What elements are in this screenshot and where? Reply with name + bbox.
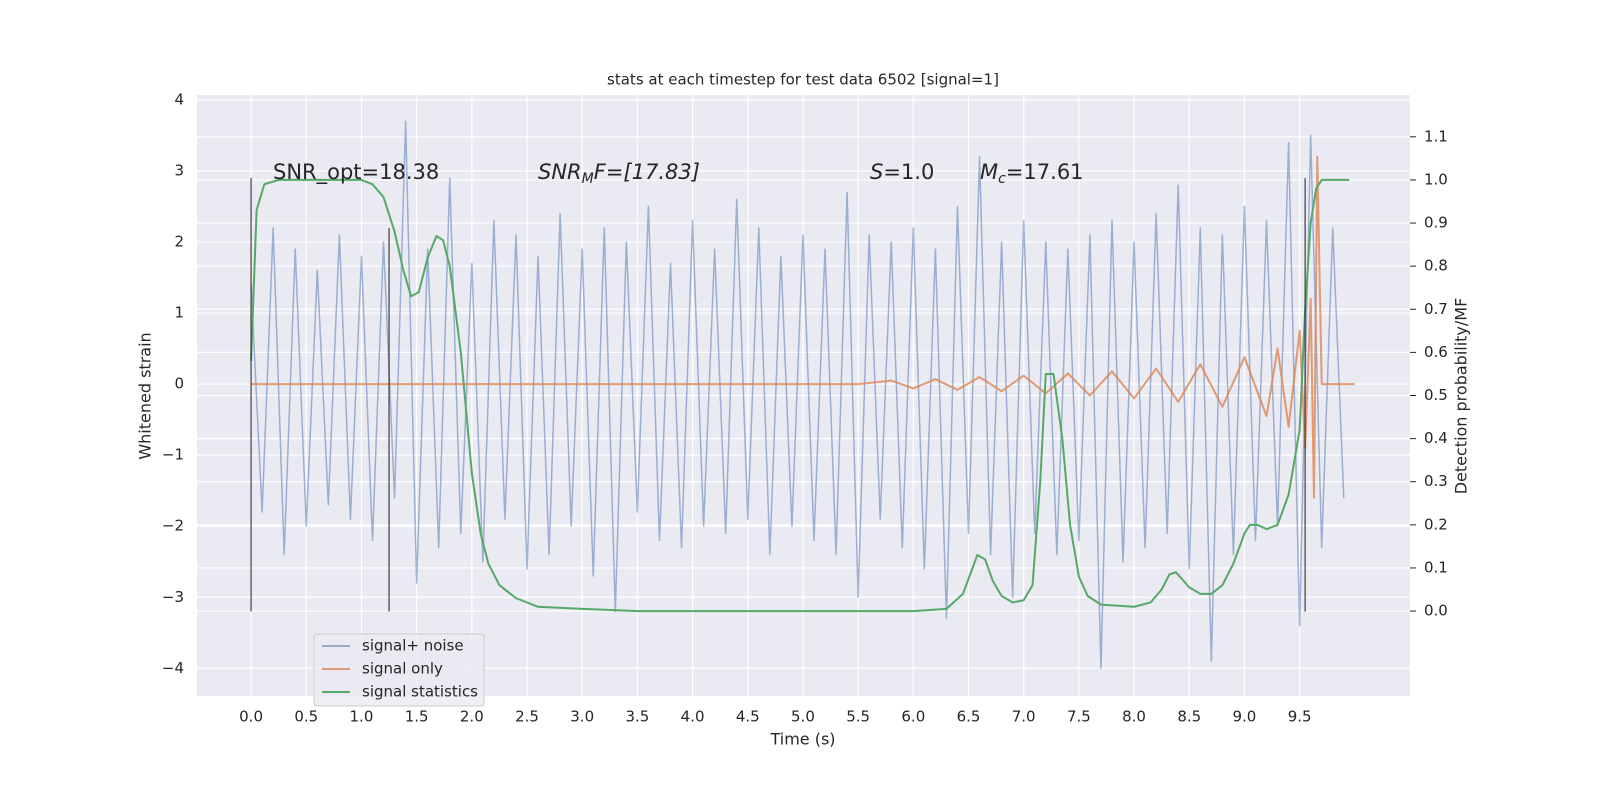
series-line — [251, 155, 1355, 499]
x-tick-label: 8.0 — [1122, 708, 1146, 726]
y-tick-label: 1 — [174, 304, 184, 322]
legend-label: signal+ noise — [362, 637, 464, 655]
annotation: S=1.0 — [870, 160, 934, 184]
y2-tick-label: 0.3 — [1424, 472, 1448, 490]
x-tick-label: 0.0 — [239, 708, 263, 726]
x-tick-label: 9.0 — [1233, 708, 1257, 726]
annotation-text: =1.0 — [883, 160, 934, 184]
x-tick-label: 2.5 — [515, 708, 539, 726]
y2-tick-label: 0.7 — [1424, 300, 1448, 318]
annotation: Mc=17.61 — [980, 160, 1084, 187]
x-tick-label: 5.5 — [846, 708, 870, 726]
y2-tick-label: 0.5 — [1424, 386, 1448, 404]
y2-tick-label: 0.0 — [1424, 602, 1448, 620]
y-tick-label: 0 — [174, 375, 184, 393]
y2-tick-label: 0.6 — [1424, 343, 1448, 361]
annotation-text: =17.61 — [1006, 160, 1084, 184]
chart-title: stats at each timestep for test data 650… — [607, 71, 999, 89]
x-tick-label: 7.5 — [1067, 708, 1091, 726]
y2-tick-label: 1.0 — [1424, 170, 1448, 188]
x-tick-label: 6.0 — [901, 708, 925, 726]
annotation-text: SNR_opt=18.38 — [273, 160, 439, 185]
annotation-text: S — [870, 160, 883, 184]
y2-tick-label: 1.1 — [1424, 127, 1448, 145]
x-tick-label: 3.5 — [625, 708, 649, 726]
y-axis-label: Whitened strain — [136, 332, 155, 459]
x-tick-label: 8.5 — [1177, 708, 1201, 726]
x-tick-label: 7.0 — [1012, 708, 1036, 726]
x-tick-label: 5.0 — [791, 708, 815, 726]
annotation-text: M — [980, 160, 998, 184]
legend: signal+ noise signal only signal statistic… — [313, 633, 485, 707]
y2-tick-label: 0.2 — [1424, 515, 1448, 533]
y-tick-label: −3 — [162, 588, 184, 606]
y-tick-label: −4 — [162, 659, 184, 677]
x-tick-label: 4.5 — [736, 708, 760, 726]
x-tick-label: 3.0 — [570, 708, 594, 726]
annotation-sub: c — [998, 171, 1006, 187]
y2-tick-label: 0.4 — [1424, 429, 1448, 447]
legend-label: signal statistics — [362, 683, 478, 701]
x-tick-label: 2.0 — [460, 708, 484, 726]
marks — [250, 120, 1355, 670]
y2-tick-label: 0.9 — [1424, 214, 1448, 232]
y2-tick-label: 0.8 — [1424, 257, 1448, 275]
x-tick-label: 9.5 — [1288, 708, 1312, 726]
annotation: SNR_opt=18.38 — [273, 160, 439, 185]
series-line — [250, 178, 1350, 613]
x-tick-label: 1.0 — [350, 708, 374, 726]
annotation-text: SNR — [538, 160, 582, 184]
legend-label: signal only — [362, 660, 443, 678]
annotation-sub: M — [582, 171, 594, 187]
y-tick-label: −2 — [162, 517, 184, 535]
annotation-text: F=[17.83] — [594, 160, 700, 184]
annotation: SNRMF=[17.83] — [538, 160, 700, 187]
y2-axis-label: Detection probability/MF — [1452, 298, 1471, 495]
y2-tick-label: 0.1 — [1424, 558, 1448, 576]
y-tick-label: 3 — [174, 162, 184, 180]
x-tick-label: 0.5 — [294, 708, 318, 726]
y-tick-label: −1 — [162, 446, 184, 464]
y-tick-label: 2 — [174, 233, 184, 251]
x-axis-label: Time (s) — [769, 730, 835, 749]
x-tick-label: 4.0 — [681, 708, 705, 726]
y-tick-label: 4 — [174, 90, 184, 108]
x-tick-label: 1.5 — [405, 708, 429, 726]
x-tick-label: 6.5 — [957, 708, 981, 726]
legend-box — [313, 633, 485, 707]
series-line — [250, 120, 1345, 670]
